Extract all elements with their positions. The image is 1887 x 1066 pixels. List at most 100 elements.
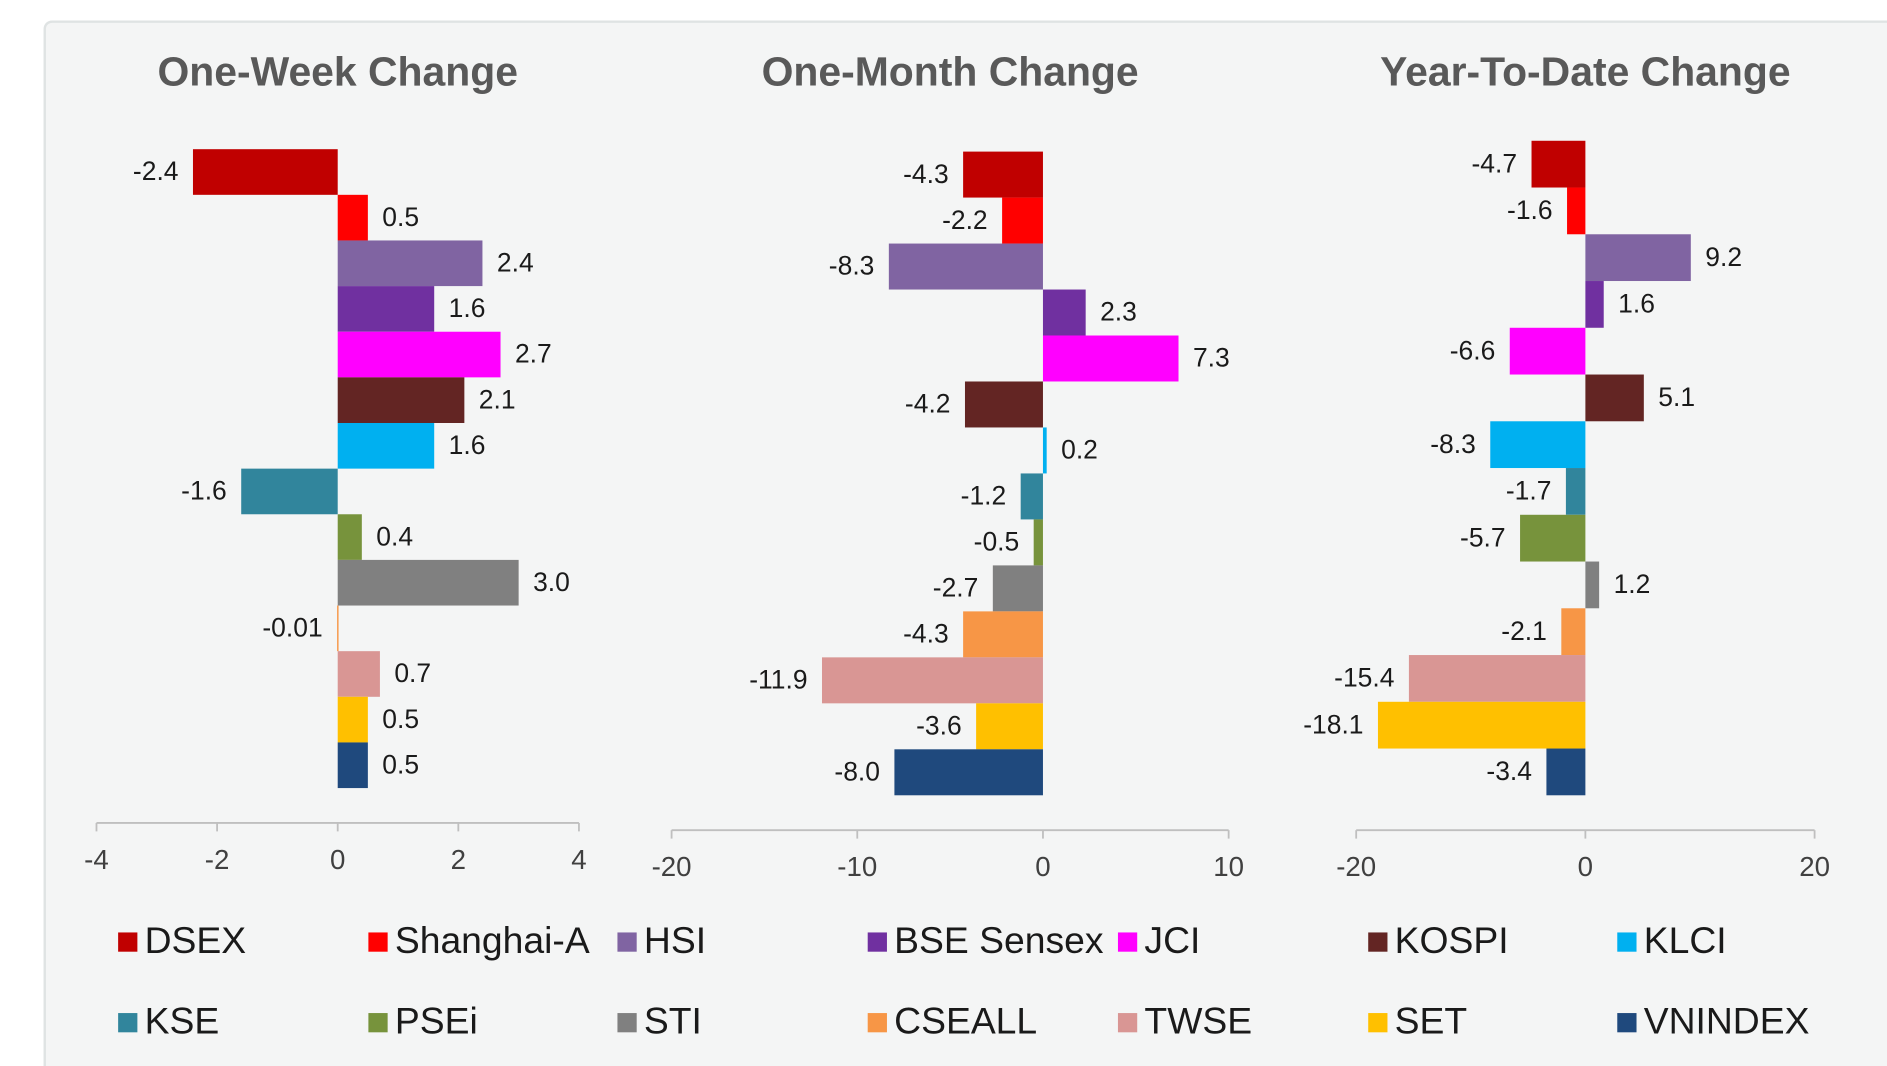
x-tick-label: -20: [1336, 851, 1376, 882]
value-label: -4.7: [1471, 148, 1517, 178]
value-label: -5.7: [1460, 522, 1506, 552]
bar: [337, 377, 465, 423]
bar: [241, 468, 338, 515]
value-label: -3.6: [916, 711, 962, 741]
bar: [1546, 748, 1586, 796]
legend-swatch: [1117, 1013, 1138, 1033]
bar: [1561, 608, 1586, 656]
bar: [1042, 427, 1047, 474]
x-tick-label: 0: [330, 844, 345, 875]
bar: [337, 651, 380, 697]
legend-swatch: [1617, 932, 1637, 952]
chart-background: [43, 20, 1887, 1066]
value-label: 7.3: [1193, 343, 1230, 373]
value-label: -15.4: [1334, 663, 1394, 693]
bar: [1585, 234, 1691, 282]
value-label: -8.0: [834, 756, 880, 786]
value-label: -2.7: [933, 573, 979, 603]
value-label: 0.2: [1061, 435, 1098, 465]
bar: [1585, 281, 1604, 328]
bar: [337, 742, 368, 789]
legend-label: HSI: [644, 919, 706, 961]
legend-label: VNINDEX: [1644, 1000, 1810, 1042]
bar: [1408, 655, 1586, 702]
value-label: -0.01: [262, 613, 322, 643]
legend-label: BSE Sensex: [894, 919, 1104, 961]
legend-swatch: [617, 932, 637, 952]
value-label: -1.6: [181, 476, 227, 506]
panel-title: One-Month Change: [762, 48, 1139, 94]
legend-label: CSEALL: [894, 1000, 1037, 1042]
bar: [337, 286, 435, 332]
value-label: -2.1: [1501, 616, 1547, 646]
x-tick-label: 4: [571, 844, 586, 875]
legend-label: STI: [644, 1000, 702, 1042]
value-label: -1.7: [1506, 476, 1552, 506]
x-tick-label: 10: [1213, 851, 1244, 882]
value-label: 1.6: [449, 430, 486, 460]
value-label: -4.3: [903, 619, 949, 649]
x-tick-label: -10: [837, 851, 877, 882]
legend-label: Shanghai-A: [395, 919, 590, 961]
bar: [337, 331, 501, 378]
bar: [1531, 140, 1586, 188]
value-label: -4.2: [905, 389, 951, 419]
bar: [337, 194, 368, 241]
value-label: -8.3: [829, 251, 875, 281]
bar: [337, 422, 435, 469]
bar: [337, 240, 483, 287]
bar: [1020, 473, 1043, 520]
legend-swatch: [368, 932, 388, 952]
x-tick-label: 20: [1799, 851, 1830, 882]
value-label: 1.6: [1618, 289, 1655, 319]
value-label: -1.2: [961, 481, 1007, 511]
value-label: 2.4: [497, 247, 534, 277]
legend-label: KSE: [145, 1000, 220, 1042]
bar: [192, 149, 338, 195]
value-label: 5.1: [1658, 382, 1695, 412]
legend-swatch: [1617, 1013, 1637, 1033]
bar: [992, 565, 1043, 612]
value-label: 0.5: [382, 704, 419, 734]
value-label: 3.0: [533, 567, 570, 597]
bar: [1042, 289, 1086, 336]
legend-label: SET: [1395, 1000, 1468, 1042]
bar: [1490, 421, 1586, 469]
bar: [1520, 514, 1586, 562]
value-label: -11.9: [749, 665, 807, 695]
value-label: -6.6: [1450, 335, 1496, 365]
value-label: -4.3: [903, 159, 949, 189]
bar: [888, 243, 1043, 290]
value-label: -8.3: [1430, 429, 1476, 459]
bar: [894, 749, 1043, 796]
bar: [964, 381, 1043, 428]
bar: [337, 559, 519, 606]
legend-swatch: [1368, 1013, 1388, 1033]
legend-swatch: [1117, 932, 1138, 952]
legend-label: KOSPI: [1395, 919, 1509, 961]
bar: [976, 703, 1043, 750]
value-label: 0.4: [376, 521, 413, 551]
value-label: 0.7: [394, 658, 431, 688]
x-tick-label: 0: [1578, 851, 1593, 882]
legend-swatch: [368, 1013, 388, 1033]
legend-label: PSEi: [395, 1000, 478, 1042]
value-label: 9.2: [1705, 242, 1742, 272]
value-label: -2.2: [942, 205, 988, 235]
bar: [1509, 327, 1586, 375]
value-label: 2.1: [479, 384, 516, 414]
value-label: -18.1: [1303, 709, 1363, 739]
bar: [337, 514, 362, 560]
bar: [963, 151, 1043, 198]
legend-swatch: [1368, 932, 1388, 952]
legend-label: JCI: [1144, 919, 1200, 961]
legend-swatch: [867, 932, 887, 952]
panel-title: One-Week Change: [157, 48, 518, 94]
panel-title: Year-To-Date Change: [1380, 48, 1791, 94]
bar: [1042, 335, 1179, 382]
legend-swatch: [118, 932, 138, 952]
bar: [337, 696, 368, 743]
x-tick-label: -4: [84, 844, 109, 875]
value-label: 0.5: [382, 749, 419, 779]
